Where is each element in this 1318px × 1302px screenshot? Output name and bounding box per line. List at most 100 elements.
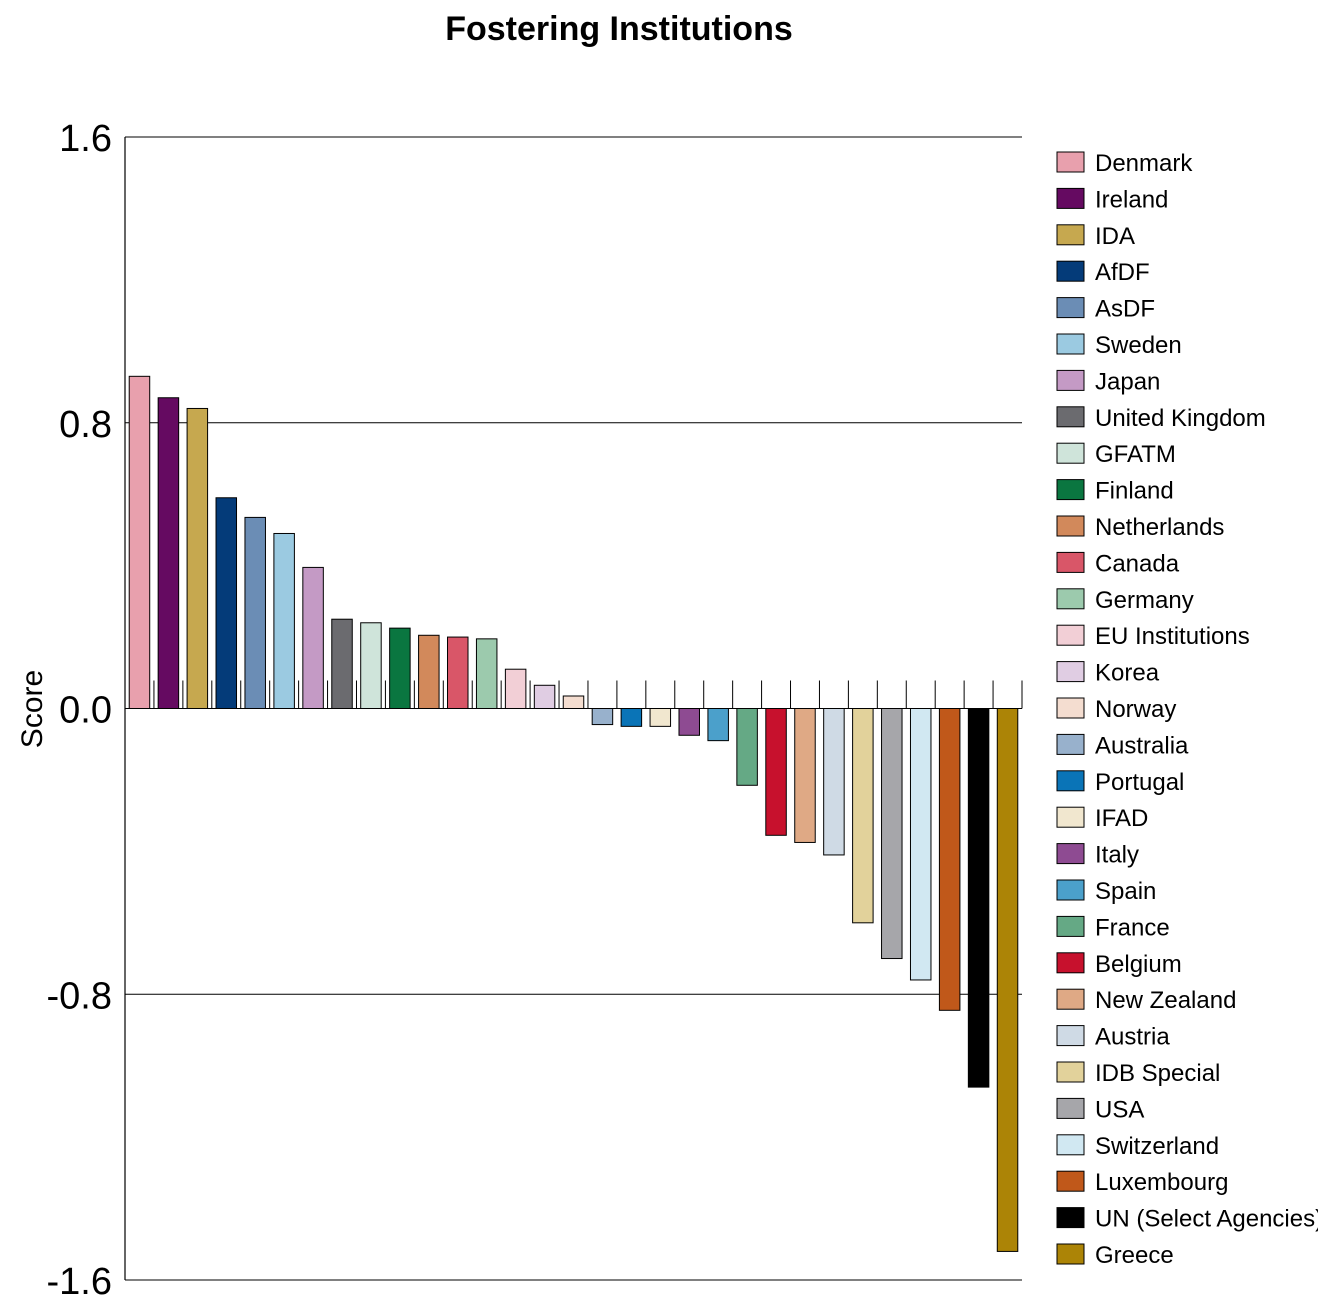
bar-finland: [389, 627, 411, 709]
legend-label: Sweden: [1095, 332, 1182, 359]
legend-swatch: [1056, 770, 1085, 792]
legend-swatch: [1056, 988, 1085, 1010]
legend-label: Germany: [1095, 587, 1194, 614]
bar-spain: [707, 708, 729, 742]
bar-germany: [475, 638, 498, 710]
legend-label: Japan: [1095, 368, 1160, 395]
bar-korea: [533, 684, 556, 710]
legend: Denmark Ireland IDA AfDF AsDF Sweden Japan Unit…: [1056, 150, 1318, 1269]
legend-swatch: [1056, 260, 1085, 282]
legend-label: New Zealand: [1095, 987, 1236, 1014]
legend-label: United Kingdom: [1095, 405, 1266, 432]
bar-italy: [678, 708, 700, 736]
bar-gfatm: [360, 622, 382, 710]
legend-swatch: [1056, 915, 1085, 937]
legend-swatch: [1056, 1061, 1085, 1083]
legend-swatch: [1056, 1025, 1085, 1047]
legend-swatch: [1056, 879, 1085, 901]
legend-swatch: [1056, 479, 1085, 501]
legend-swatch: [1056, 1207, 1085, 1229]
bar-afdf: [215, 497, 238, 709]
legend-label: Australia: [1095, 732, 1189, 759]
bar-ifad: [649, 708, 672, 727]
chart-title: Fostering Institutions: [445, 10, 793, 48]
bar-greece: [996, 708, 1019, 1252]
legend-label: Austria: [1095, 1024, 1170, 1051]
legend-label: Belgium: [1095, 951, 1182, 978]
bar-sweden: [273, 532, 295, 710]
legend-swatch: [1056, 843, 1085, 865]
y-tick-label: 0.8: [59, 404, 112, 446]
bar-canada: [447, 636, 469, 709]
legend-label: AsDF: [1095, 296, 1155, 323]
legend-swatch: [1056, 1170, 1085, 1192]
legend-label: AfDF: [1095, 259, 1150, 286]
bar-united-kingdom: [331, 618, 353, 709]
legend-label: Greece: [1095, 1242, 1174, 1269]
legend-swatch: [1056, 333, 1085, 355]
legend-label: IDB Special: [1095, 1060, 1220, 1087]
legend-swatch: [1056, 151, 1085, 173]
legend-label: France: [1095, 914, 1170, 941]
legend-label: Netherlands: [1095, 514, 1224, 541]
bar-austria: [823, 708, 845, 856]
legend-swatch: [1056, 369, 1085, 391]
bar-asdf: [244, 516, 266, 709]
legend-swatch: [1056, 1097, 1085, 1119]
legend-label: IDA: [1095, 223, 1135, 250]
bar-japan: [302, 566, 324, 710]
legend-swatch: [1056, 297, 1085, 319]
bar-france: [736, 708, 758, 786]
bar-switzerland: [909, 708, 932, 981]
bar-new-zealand: [794, 708, 816, 843]
legend-label: Finland: [1095, 478, 1174, 505]
legend-swatch: [1056, 515, 1085, 537]
bar-luxembourg: [938, 708, 961, 1011]
legend-swatch: [1056, 551, 1085, 573]
legend-swatch: [1056, 406, 1085, 428]
bar-ireland: [157, 397, 180, 709]
y-axis-label: Score: [16, 670, 49, 748]
bar-usa: [881, 708, 903, 960]
legend-swatch: [1056, 442, 1085, 464]
y-tick-label: 0.0: [59, 690, 112, 732]
y-tick-label: -1.6: [47, 1261, 112, 1302]
legend-label: Ireland: [1095, 186, 1168, 213]
bar-belgium: [765, 708, 787, 836]
legend-swatch: [1056, 697, 1085, 719]
legend-label: Denmark: [1095, 150, 1193, 177]
legend-label: Canada: [1095, 550, 1180, 577]
bar-denmark: [128, 375, 151, 709]
bars: [124, 375, 1023, 1252]
bar-norway: [562, 695, 585, 709]
bar-idb-special: [852, 708, 874, 924]
legend-swatch: [1056, 624, 1085, 646]
legend-label: Norway: [1095, 696, 1176, 723]
legend-swatch: [1056, 187, 1085, 209]
legend-swatch: [1056, 1134, 1085, 1156]
legend-label: Portugal: [1095, 769, 1184, 796]
legend-label: Italy: [1095, 842, 1139, 869]
legend-swatch: [1056, 733, 1085, 755]
bar-netherlands: [418, 634, 440, 709]
bar-eu-institutions: [504, 668, 527, 709]
legend-label: Luxembourg: [1095, 1169, 1228, 1196]
legend-label: IFAD: [1095, 805, 1148, 832]
legend-label: Spain: [1095, 878, 1156, 905]
legend-swatch: [1056, 952, 1085, 974]
legend-label: USA: [1095, 1096, 1144, 1123]
legend-swatch: [1056, 661, 1085, 683]
legend-label: EU Institutions: [1095, 623, 1250, 650]
legend-label: Switzerland: [1095, 1133, 1219, 1160]
y-tick-label: -0.8: [47, 975, 112, 1017]
legend-swatch: [1056, 806, 1085, 828]
bar-australia: [591, 708, 614, 726]
legend-label: Korea: [1095, 660, 1160, 687]
legend-swatch: [1056, 1243, 1085, 1265]
bar-portugal: [620, 708, 643, 727]
legend-label: GFATM: [1095, 441, 1176, 468]
legend-swatch: [1056, 224, 1085, 246]
y-tick-label: 1.6: [59, 118, 112, 160]
legend-swatch: [1056, 588, 1085, 610]
